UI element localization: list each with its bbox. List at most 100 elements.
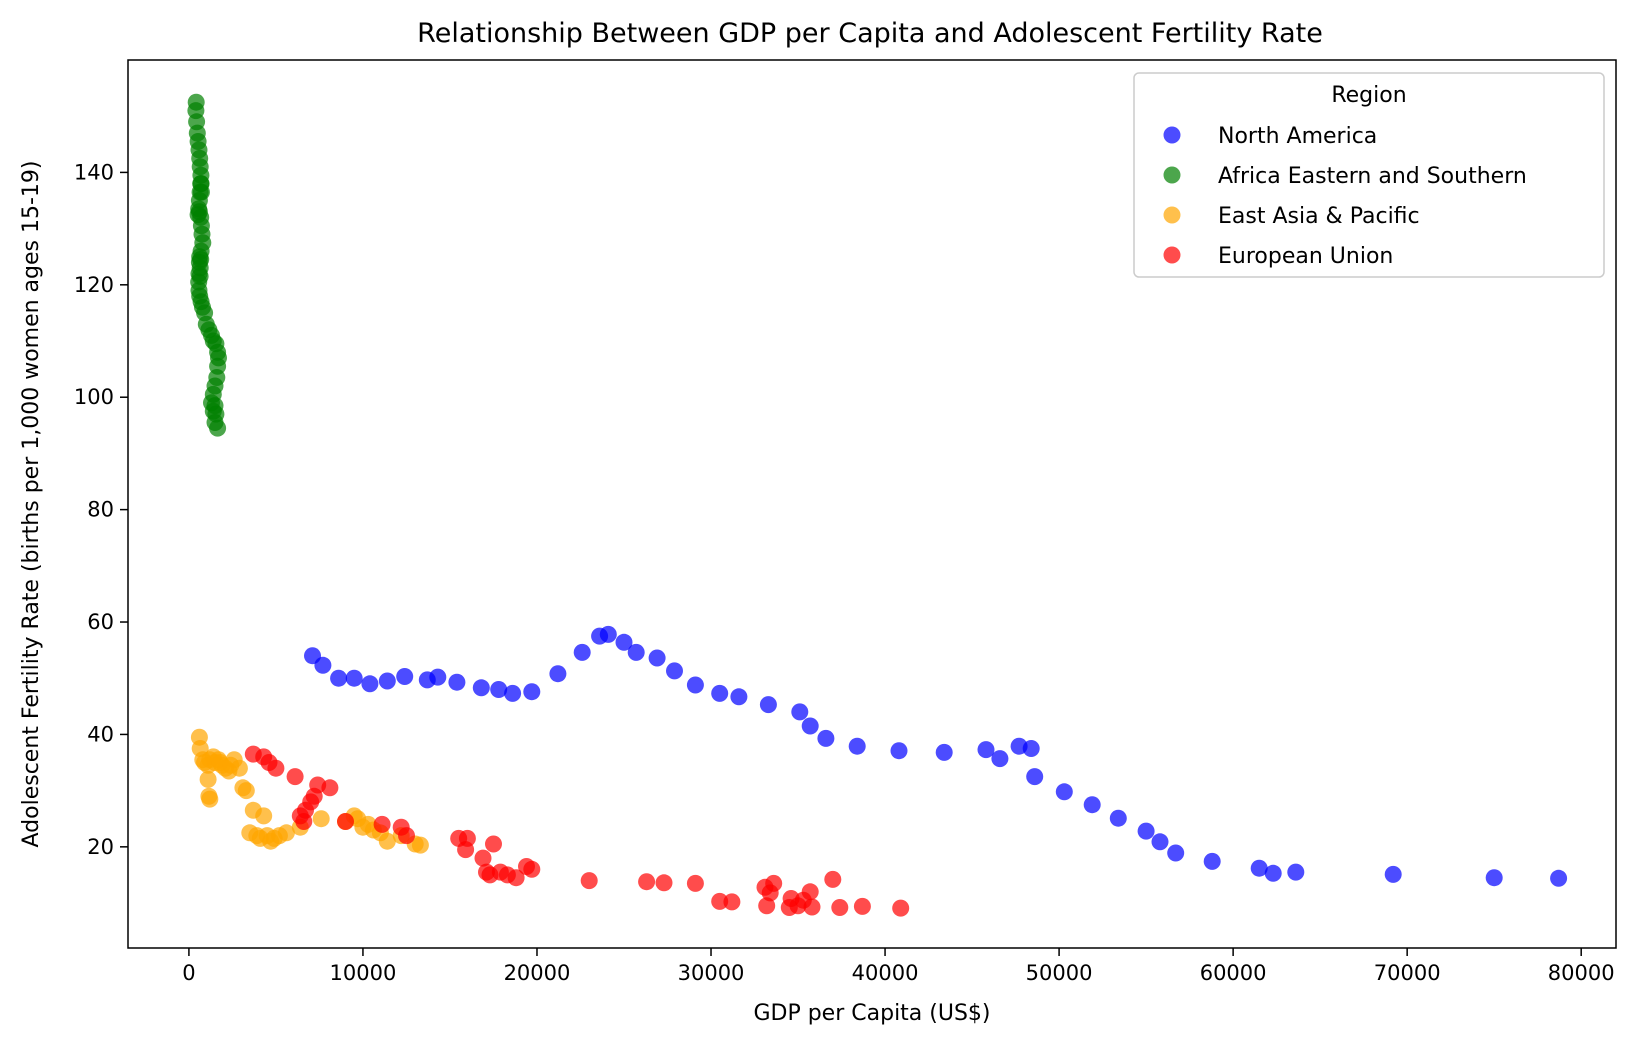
data-point: [490, 681, 508, 698]
data-point: [892, 899, 910, 917]
y-tick-label: 100: [74, 385, 114, 409]
data-point: [1151, 833, 1169, 851]
data-point: [730, 688, 748, 706]
data-point: [1083, 796, 1101, 814]
data-point: [686, 874, 704, 892]
data-point: [765, 874, 783, 892]
data-point: [314, 656, 332, 674]
data-point: [286, 768, 304, 786]
data-point: [599, 625, 617, 643]
data-point: [723, 893, 741, 911]
series-africa-eastern-and-southern: [187, 93, 227, 437]
x-axis: 0 10000 20000 30000 40000 50000 60000 70000 8000…: [182, 948, 1615, 985]
data-point: [666, 662, 683, 680]
legend-label: European Union: [1218, 244, 1393, 269]
legend: Region North America Africa Eastern and S…: [1133, 72, 1605, 278]
data-point: [686, 676, 704, 694]
data-point: [801, 883, 819, 901]
legend-box: [1133, 72, 1605, 278]
series-european-union: [244, 745, 910, 917]
data-point: [1026, 768, 1044, 786]
data-point: [1055, 783, 1073, 801]
data-point: [648, 649, 666, 667]
data-point: [201, 790, 219, 808]
data-point: [638, 873, 656, 891]
y-tick-label: 20: [87, 835, 114, 859]
plot-area: [187, 93, 1568, 917]
data-point: [1485, 869, 1503, 887]
data-point: [549, 665, 567, 683]
y-tick-label: 120: [74, 273, 114, 297]
legend-entries: North America Africa Eastern and Southern…: [1163, 124, 1527, 269]
x-tick-label: 80000: [1548, 961, 1615, 985]
series-east-asia-pacific: [190, 728, 429, 854]
data-point: [791, 703, 809, 721]
data-point: [824, 870, 842, 888]
data-point: [1550, 869, 1568, 887]
data-point: [1022, 740, 1040, 757]
data-point: [267, 759, 285, 777]
data-point: [411, 836, 429, 854]
data-point: [321, 779, 339, 797]
data-point: [277, 824, 295, 842]
legend-label: East Asia & Pacific: [1218, 204, 1420, 229]
data-point: [615, 633, 633, 651]
chart-title: Relationship Between GDP per Capita and …: [417, 18, 1323, 49]
data-point: [345, 669, 363, 687]
data-point: [255, 807, 273, 825]
data-point: [627, 643, 645, 661]
data-point: [398, 827, 415, 845]
data-point: [1250, 859, 1268, 877]
data-point: [801, 717, 819, 735]
data-point: [523, 860, 541, 878]
data-point: [991, 750, 1009, 768]
data-point: [1167, 844, 1185, 862]
data-point: [337, 813, 354, 830]
data-point: [580, 872, 598, 890]
data-point: [504, 684, 522, 702]
data-point: [378, 832, 396, 850]
data-point: [977, 741, 995, 759]
data-point: [458, 829, 476, 847]
data-point: [758, 897, 776, 915]
data-point: [199, 770, 217, 788]
legend-marker: [1163, 126, 1181, 144]
y-tick-label: 40: [87, 722, 114, 746]
data-point: [1384, 865, 1402, 883]
legend-marker: [1163, 246, 1181, 264]
y-tick-label: 140: [74, 160, 114, 184]
x-tick-label: 30000: [678, 961, 745, 985]
data-point: [831, 899, 849, 916]
data-point: [803, 898, 821, 916]
data-point: [474, 849, 492, 867]
x-tick-label: 40000: [852, 961, 919, 985]
data-point: [711, 684, 729, 702]
x-tick-label: 50000: [1026, 961, 1093, 985]
data-point: [396, 668, 414, 685]
data-point: [935, 743, 953, 761]
data-point: [759, 696, 777, 714]
data-point: [1264, 864, 1282, 882]
x-tick-label: 60000: [1200, 961, 1267, 985]
x-tick-label: 10000: [330, 961, 397, 985]
data-point: [523, 683, 541, 701]
legend-label: Africa Eastern and Southern: [1218, 164, 1527, 189]
data-point: [373, 815, 391, 833]
data-point: [429, 668, 447, 686]
y-tick-label: 80: [87, 498, 114, 522]
y-axis: 20 40 60 80 100 120 140: [74, 160, 128, 859]
data-point: [507, 869, 525, 887]
data-point: [848, 737, 866, 755]
data-point: [361, 675, 379, 693]
data-point: [230, 759, 248, 777]
x-tick-label: 70000: [1374, 961, 1441, 985]
y-tick-label: 60: [87, 610, 114, 634]
data-point: [378, 672, 396, 690]
legend-marker: [1163, 206, 1181, 224]
plot-frame: [127, 59, 1617, 949]
data-point: [573, 643, 591, 661]
data-point: [890, 742, 908, 760]
legend-marker: [1163, 166, 1181, 184]
